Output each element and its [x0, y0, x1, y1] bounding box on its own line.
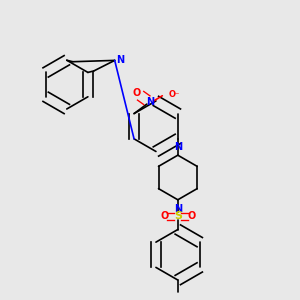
- Text: N: N: [174, 142, 182, 152]
- Text: N: N: [146, 97, 154, 107]
- Text: N: N: [174, 204, 182, 214]
- Text: O: O: [160, 211, 169, 221]
- Text: S: S: [174, 211, 182, 221]
- Text: O: O: [187, 211, 195, 221]
- Text: N: N: [116, 56, 124, 65]
- Text: O⁻: O⁻: [169, 90, 180, 99]
- Text: O: O: [133, 88, 141, 98]
